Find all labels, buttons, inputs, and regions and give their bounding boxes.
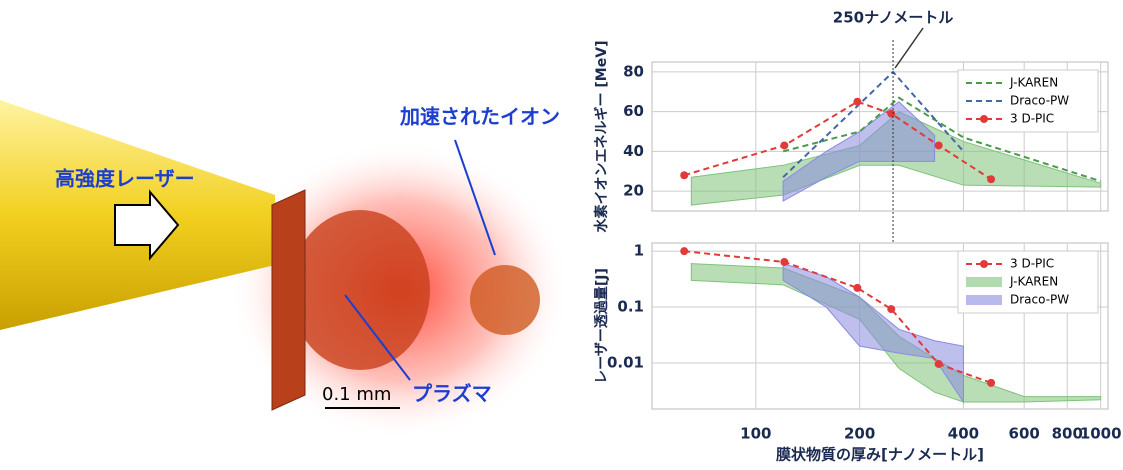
marker — [887, 305, 895, 313]
x-tick-label: 600 — [1009, 425, 1040, 443]
legend-swatch — [966, 295, 1002, 305]
ions — [470, 265, 540, 335]
marker — [887, 110, 895, 118]
legend-label: 3 D-PIC — [1010, 112, 1054, 126]
target-film — [272, 190, 305, 410]
y-axis-label: レーザー透過量[J] — [594, 268, 610, 384]
y-tick-label: 80 — [623, 62, 644, 80]
legend-label: 3 D-PIC — [1010, 257, 1054, 271]
y-tick-label: 0.1 — [617, 298, 644, 316]
annotation-label: 250ナノメートル — [833, 9, 954, 27]
y-tick-label: 0.01 — [607, 353, 644, 371]
legend-label: Draco-PW — [1010, 293, 1069, 307]
marker — [853, 98, 861, 106]
y-tick-label: 60 — [623, 102, 644, 120]
marker — [853, 284, 861, 292]
x-axis-label: 膜状物質の厚み[ナノメートル] — [776, 446, 984, 464]
marker — [987, 379, 995, 387]
x-tick-label: 400 — [948, 425, 979, 443]
legend-label: J-KAREN — [1009, 275, 1058, 289]
y-tick-label: 20 — [623, 182, 644, 200]
x-tick-label: 200 — [844, 425, 875, 443]
y-tick-label: 1 — [634, 242, 644, 260]
marker — [935, 141, 943, 149]
marker — [987, 175, 995, 183]
marker — [935, 360, 943, 368]
legend-label: Draco-PW — [1010, 94, 1069, 108]
legend-marker — [980, 115, 988, 123]
ions-label: 加速されたイオン — [399, 105, 560, 129]
marker — [680, 247, 688, 255]
laser-label: 高強度レーザー — [55, 167, 195, 191]
illustration: 高強度レーザー 加速されたイオン プラズマ 0.1 mm — [0, 100, 570, 440]
marker — [680, 171, 688, 179]
y-tick-label: 40 — [623, 142, 644, 160]
plasma-label: プラズマ — [412, 382, 492, 406]
figure: 高強度レーザー 加速されたイオン プラズマ 0.1 mm 20 40 60 80 水素イ… — [0, 0, 1123, 466]
marker — [780, 258, 788, 266]
legend-marker — [980, 260, 988, 268]
x-tick-label: 100 — [740, 425, 771, 443]
scale-label: 0.1 mm — [322, 384, 391, 405]
x-tick-label: 1000 — [1080, 425, 1122, 443]
legend-swatch — [966, 277, 1002, 287]
marker — [780, 141, 788, 149]
legend-label: J-KAREN — [1009, 76, 1058, 90]
y-axis-label: 水素イオンエネルギー [MeV] — [593, 41, 610, 233]
plasma — [290, 210, 430, 370]
x-tick-label: 800 — [1052, 425, 1083, 443]
